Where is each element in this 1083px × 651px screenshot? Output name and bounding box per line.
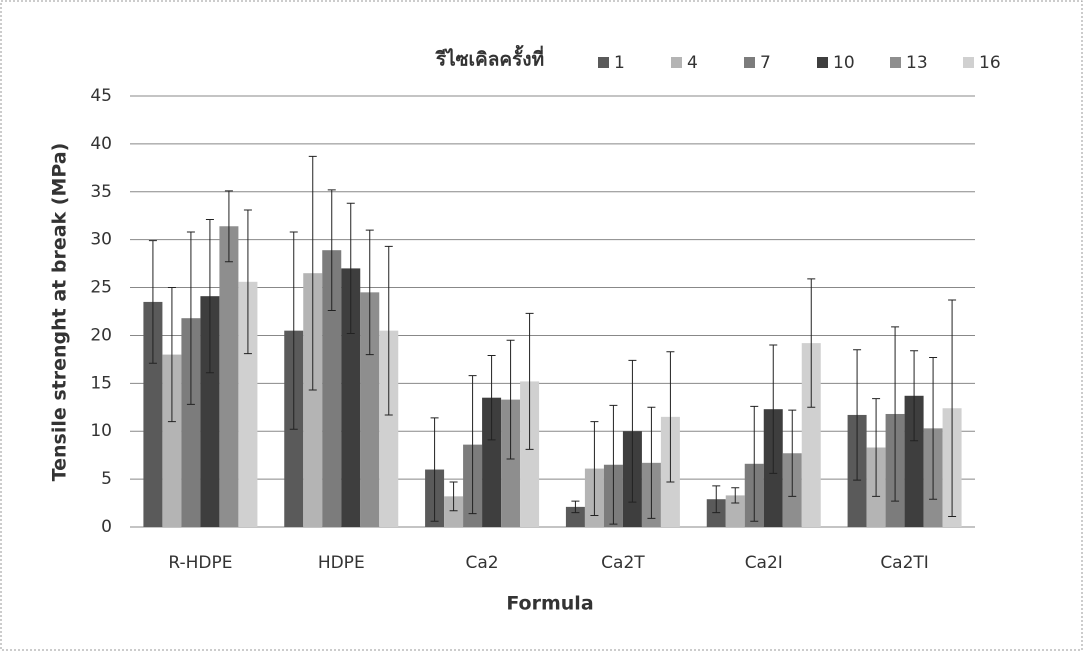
legend-swatch [963,57,974,68]
y-tick-label: 45 [90,86,112,106]
legend-swatch [817,57,828,68]
y-tick-label: 15 [90,373,112,393]
legend-label: 4 [687,53,698,73]
y-tick-label: 20 [90,325,112,345]
y-tick-label: 5 [101,469,112,489]
legend-swatch [744,57,755,68]
x-tick-label: Ca2 [466,553,499,573]
legend-swatch [671,57,682,68]
y-tick-label: 0 [101,517,112,537]
bar [219,226,238,527]
legend-label: 10 [833,53,855,73]
legend-label: 7 [760,53,771,73]
y-tick-label: 30 [90,230,112,250]
page: {"chart_data": {"type": "bar", "legend_t… [0,0,1083,651]
legend-swatch [890,57,901,68]
x-tick-label: HDPE [318,553,365,573]
legend-label: 16 [979,53,1001,73]
y-axis-title: Tensile strenght at break (MPa) [49,143,71,482]
y-tick-label: 35 [90,182,112,202]
legend-swatch [598,57,609,68]
x-tick-label: R-HDPE [168,553,232,573]
y-tick-label: 40 [90,134,112,154]
x-tick-label: Ca2T [601,553,645,573]
legend-label: 1 [614,53,625,73]
legend-label: 13 [906,53,928,73]
x-axis-title: Formula [506,593,593,615]
y-tick-label: 25 [90,278,112,298]
chart: รีไซเคิลครั้งที่ Formula Tensile strengh… [0,0,1083,651]
legend-title: รีไซเคิลครั้งที่ [435,45,544,71]
x-tick-label: Ca2TI [880,553,929,573]
y-tick-label: 10 [90,421,112,441]
x-tick-label: Ca2I [745,553,783,573]
